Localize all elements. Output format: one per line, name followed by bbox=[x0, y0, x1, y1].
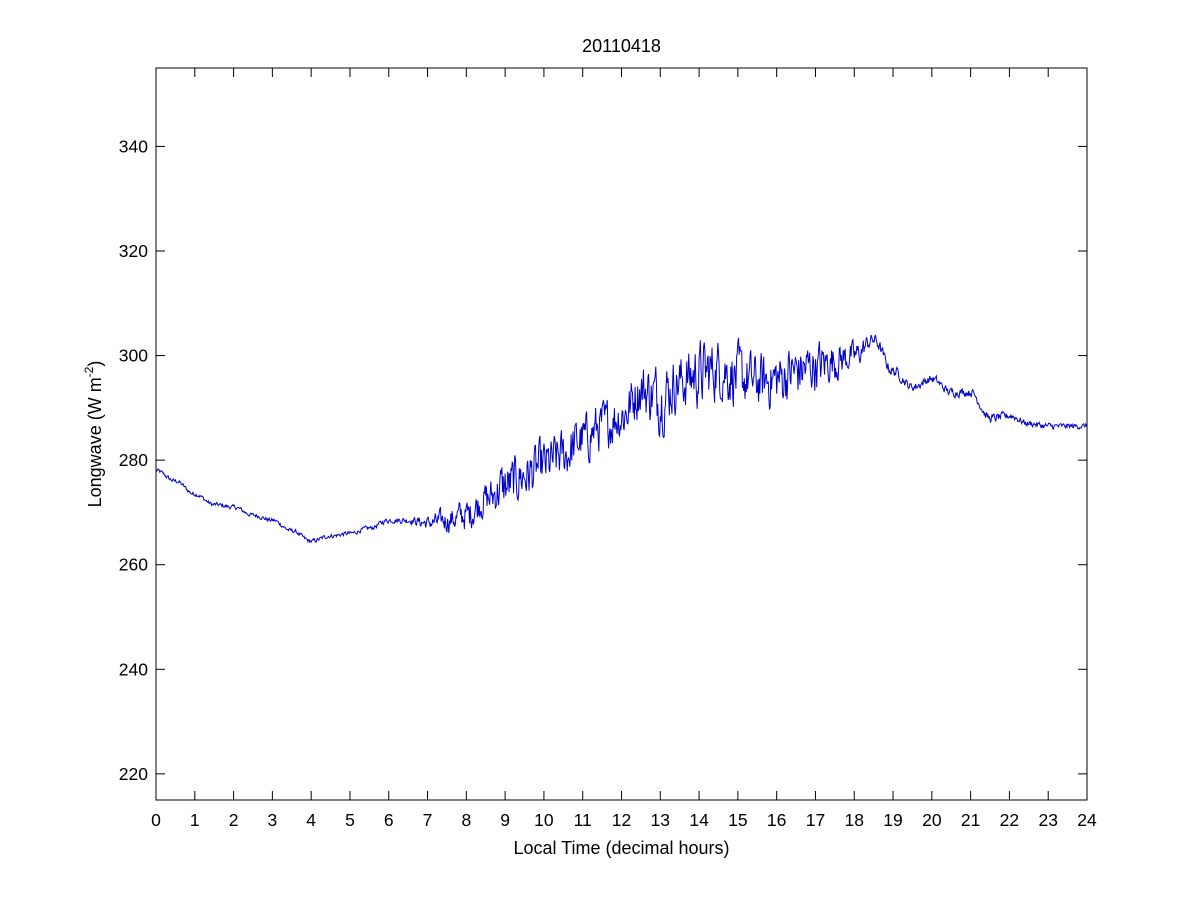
y-tick-label: 260 bbox=[119, 555, 148, 575]
x-tick-label: 6 bbox=[384, 810, 394, 830]
x-tick-label: 1 bbox=[190, 810, 200, 830]
y-tick-label: 220 bbox=[119, 764, 148, 784]
x-tick-label: 7 bbox=[423, 810, 433, 830]
y-tick-label: 320 bbox=[119, 241, 148, 261]
x-tick-label: 18 bbox=[845, 810, 864, 830]
series-line bbox=[155, 334, 1088, 544]
x-tick-label: 16 bbox=[767, 810, 786, 830]
y-tick-label: 340 bbox=[119, 136, 148, 156]
x-tick-label: 11 bbox=[574, 810, 592, 830]
x-tick-label: 0 bbox=[151, 810, 161, 830]
x-tick-label: 23 bbox=[1038, 810, 1057, 830]
y-tick-label: 240 bbox=[119, 659, 148, 679]
x-tick-label: 3 bbox=[268, 810, 278, 830]
x-tick-label: 21 bbox=[961, 810, 980, 830]
x-tick-label: 17 bbox=[806, 810, 825, 830]
x-tick-label: 9 bbox=[500, 810, 510, 830]
y-axis: 220 240 260 280 300 320 340 bbox=[119, 136, 1087, 784]
y-tick-label: 280 bbox=[119, 450, 148, 470]
x-tick-label: 14 bbox=[689, 810, 709, 830]
x-axis-label: Local Time (decimal hours) bbox=[513, 838, 729, 858]
x-tick-label: 8 bbox=[461, 810, 471, 830]
x-tick-label: 4 bbox=[306, 810, 316, 830]
x-tick-label: 19 bbox=[883, 810, 902, 830]
x-tick-label: 15 bbox=[728, 810, 747, 830]
x-tick-label: 5 bbox=[345, 810, 355, 830]
x-axis: 0 1 2 3 4 5 6 7 8 9 10 11 12 13 14 15 16 17 18 19 20 21 22 23 24 bbox=[151, 68, 1097, 830]
x-tick-label: 12 bbox=[612, 810, 631, 830]
y-tick-label: 300 bbox=[119, 346, 148, 366]
plot-area bbox=[155, 67, 1088, 801]
x-tick-label: 2 bbox=[229, 810, 239, 830]
axes-box bbox=[155, 67, 1088, 801]
x-tick-label: 10 bbox=[534, 810, 554, 830]
x-tick-label: 13 bbox=[651, 810, 670, 830]
y-axis-label: Longwave (W m-2) bbox=[82, 361, 105, 508]
x-tick-label: 22 bbox=[1000, 810, 1019, 830]
x-tick-label: 24 bbox=[1077, 810, 1097, 830]
chart-title: 20110418 bbox=[582, 36, 661, 56]
x-tick-label: 20 bbox=[922, 810, 942, 830]
